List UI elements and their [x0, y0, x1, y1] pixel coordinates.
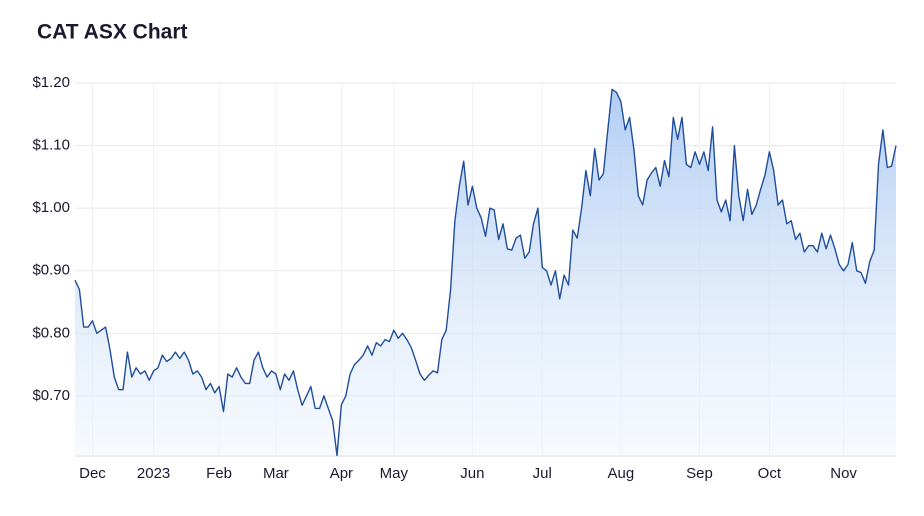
x-tick-label: Dec	[79, 465, 106, 482]
x-tick-label: Nov	[830, 465, 857, 482]
x-tick-label: Oct	[758, 465, 782, 482]
x-tick-label: Aug	[608, 465, 635, 482]
x-tick-label: May	[380, 465, 409, 482]
x-tick-label: 2023	[137, 465, 170, 482]
y-tick-label: $1.20	[32, 74, 70, 91]
area	[75, 89, 896, 457]
chart-title: CAT ASX Chart	[37, 21, 188, 44]
y-tick-label: $1.10	[32, 137, 70, 154]
x-tick-label: Jun	[460, 465, 484, 482]
y-tick-label: $0.90	[32, 262, 70, 279]
x-tick-label: Apr	[330, 465, 353, 482]
x-tick-label: Mar	[263, 465, 289, 482]
y-tick-label: $0.70	[32, 387, 70, 404]
x-tick-label: Jul	[533, 465, 552, 482]
x-tick-label: Sep	[686, 465, 713, 482]
y-tick-label: $0.80	[32, 324, 70, 341]
y-tick-label: $1.00	[32, 199, 70, 216]
x-tick-label: Feb	[206, 465, 232, 482]
line	[74, 88, 897, 457]
